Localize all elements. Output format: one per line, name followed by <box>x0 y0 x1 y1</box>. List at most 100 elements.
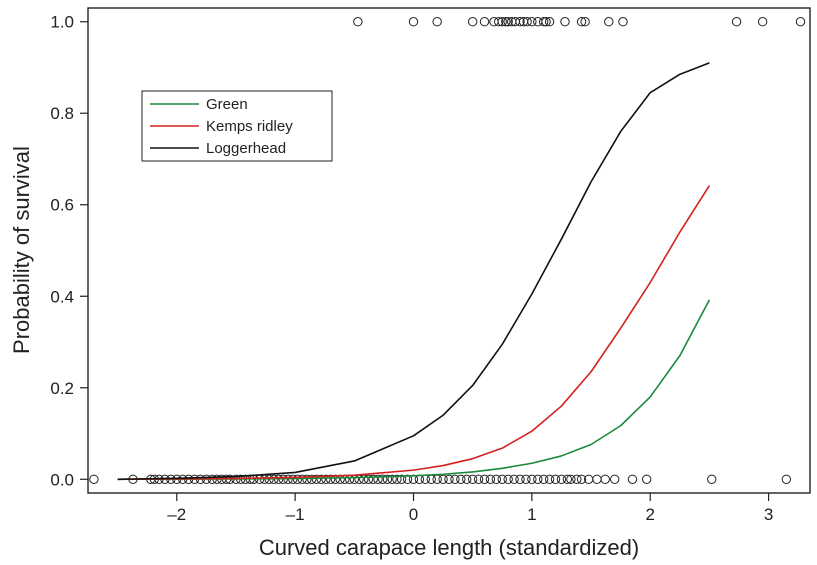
died-point <box>359 474 369 484</box>
died-point <box>373 474 383 484</box>
died-point <box>89 474 99 484</box>
x-tick-label: –2 <box>167 505 186 524</box>
plot-frame <box>87 7 811 494</box>
died-point <box>600 474 610 484</box>
survived-point <box>560 17 570 27</box>
died-point <box>368 474 378 484</box>
survived-point <box>527 17 537 27</box>
survived-point <box>467 17 478 27</box>
x-tick-label: 1 <box>527 505 536 524</box>
died-point <box>450 474 460 484</box>
survived-point <box>544 17 555 27</box>
died-point <box>576 474 587 484</box>
survived-point <box>522 17 532 27</box>
died-point <box>497 474 507 484</box>
survived-point <box>576 17 587 27</box>
survived-point <box>604 17 614 27</box>
died-point <box>641 474 652 484</box>
died-point <box>349 474 360 484</box>
died-point <box>378 474 388 484</box>
observation-points <box>89 17 806 484</box>
legend-label-green: Green <box>206 96 248 113</box>
kemps-ridley-curve <box>117 185 711 481</box>
survived-point <box>489 17 499 27</box>
died-point <box>566 474 576 484</box>
series-lines <box>117 62 711 481</box>
survived-point <box>795 17 806 27</box>
died-point <box>307 474 317 484</box>
died-point <box>521 474 531 484</box>
died-point <box>316 474 326 484</box>
died-point <box>572 474 582 484</box>
survived-point <box>618 17 628 27</box>
died-point <box>503 474 513 484</box>
y-tick-label: 0.8 <box>50 104 74 123</box>
died-point <box>707 474 717 484</box>
died-point <box>627 474 638 484</box>
died-point <box>544 474 555 484</box>
died-point <box>321 474 331 484</box>
y-tick-label: 0.0 <box>50 470 74 489</box>
died-point <box>363 474 374 484</box>
survived-point <box>353 17 363 27</box>
died-point <box>402 474 413 484</box>
died-point <box>396 474 407 484</box>
died-point <box>387 474 397 484</box>
died-point <box>311 474 322 484</box>
axis-ticks: –2 –1 0 1 2 3 0.0 0.2 0.4 0.6 0.8 1.0 <box>50 13 773 524</box>
died-point <box>354 474 364 484</box>
died-point <box>610 474 620 484</box>
x-tick-label: 3 <box>764 505 773 524</box>
died-point <box>325 474 336 484</box>
died-point <box>330 474 341 484</box>
x-tick-label: 0 <box>409 505 418 524</box>
legend: Green Kemps ridley Loggerhead <box>141 90 333 162</box>
legend-label-kemps-ridley: Kemps ridley <box>206 118 293 135</box>
survived-point <box>731 17 742 27</box>
died-point <box>538 474 549 484</box>
died-point <box>382 474 393 484</box>
died-point <box>485 474 496 484</box>
died-point <box>562 474 573 484</box>
survived-point <box>432 17 442 27</box>
died-point <box>456 474 466 484</box>
died-point <box>392 474 402 484</box>
died-point <box>467 474 478 484</box>
x-axis-label: Curved carapace length (standardized) <box>259 535 639 560</box>
legend-label-loggerhead: Loggerhead <box>206 140 286 157</box>
died-point <box>509 474 519 484</box>
y-tick-label: 0.4 <box>50 287 74 306</box>
x-tick-label: 2 <box>645 505 654 524</box>
died-point <box>491 474 502 484</box>
survived-point <box>497 17 507 27</box>
died-point <box>344 474 355 484</box>
survived-point <box>501 17 511 27</box>
survived-point <box>408 17 419 27</box>
survived-point <box>479 17 490 27</box>
loggerhead-curve <box>117 62 710 481</box>
died-point <box>438 474 448 484</box>
y-tick-label: 1.0 <box>50 13 74 32</box>
died-point <box>479 474 490 484</box>
y-tick-label: 0.6 <box>50 196 74 215</box>
died-point <box>781 474 792 484</box>
survived-point <box>494 17 504 27</box>
survived-point <box>541 17 551 27</box>
died-point <box>444 474 454 484</box>
survived-point <box>580 17 590 27</box>
died-point <box>592 474 602 484</box>
died-point <box>515 474 525 484</box>
survived-point <box>515 17 525 27</box>
died-point <box>473 474 484 484</box>
died-point <box>527 474 537 484</box>
y-axis-label: Probability of survival <box>9 146 34 354</box>
died-point <box>462 474 472 484</box>
survived-point <box>538 17 549 27</box>
survived-point <box>757 17 768 27</box>
died-point <box>302 474 312 484</box>
y-tick-label: 0.2 <box>50 379 74 398</box>
survived-point <box>503 17 513 27</box>
x-tick-label: –1 <box>286 505 305 524</box>
died-point <box>533 474 543 484</box>
